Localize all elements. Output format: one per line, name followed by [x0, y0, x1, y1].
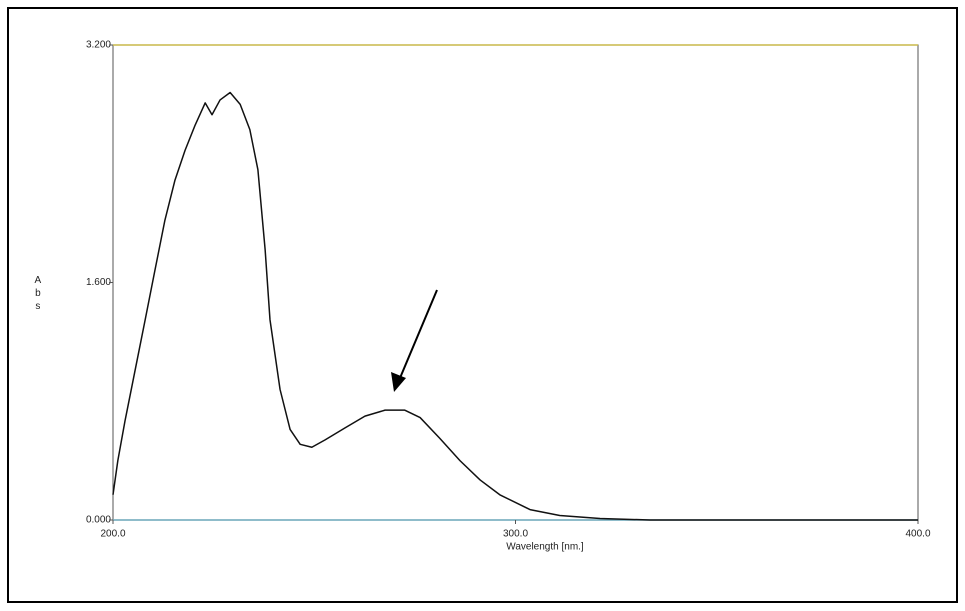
- chart: Wavelength [nm.] Abs 0.000 1.600 3.200 200.…: [0, 0, 965, 611]
- x-axis-label: Wavelength [nm.]: [506, 542, 584, 553]
- x-tick-label: 400.0: [905, 529, 930, 540]
- x-tick-label: 300.0: [503, 529, 528, 540]
- x-tick-label: 200.0: [100, 529, 125, 540]
- y-tick-label: 1.600: [86, 277, 111, 288]
- y-axis-label: Abs: [32, 275, 43, 314]
- frame: [8, 8, 957, 602]
- y-tick-label: 3.200: [86, 40, 111, 51]
- y-tick-label: 0.000: [86, 515, 111, 526]
- page: Wavelength [nm.] Abs 0.000 1.600 3.200 200.…: [0, 0, 965, 611]
